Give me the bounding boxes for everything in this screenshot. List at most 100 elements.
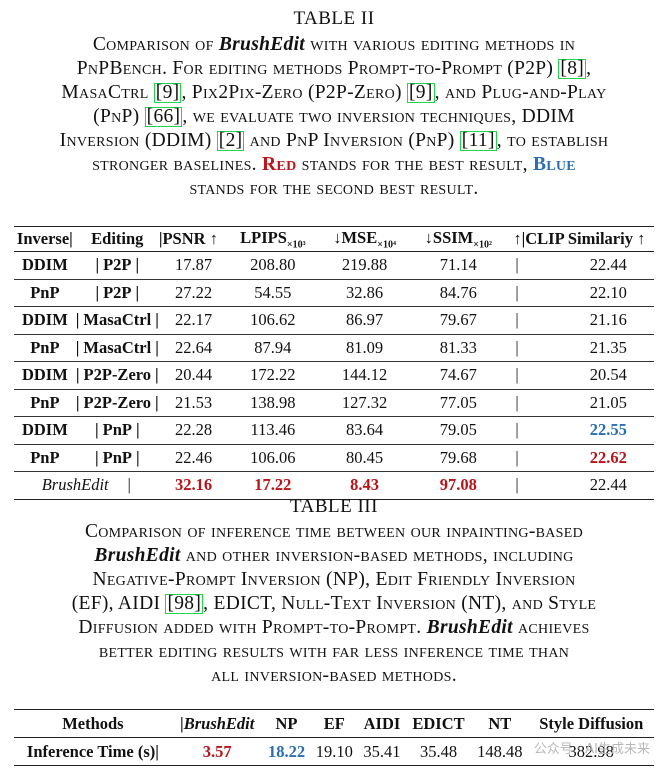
cell-lpips: 106.06 — [228, 444, 318, 472]
cell-separator: | — [135, 420, 140, 440]
table-body: DDIM | P2P | 17.87 208.80 219.88 71.14 | 22.44 PnP… — [14, 251, 654, 500]
cell-clip: | 21.16 — [504, 306, 654, 335]
caption-line: Inversion (DDIM) [2] and PnP Inversion (… — [0, 129, 668, 153]
caption-line: MasaCtrl [9], Pix2Pix-Zero (P2P-Zero) [9… — [0, 81, 668, 105]
cell-separator: | — [75, 392, 80, 412]
col-brushedit: |BrushEdit — [171, 709, 263, 738]
caption-text: achieves — [512, 617, 590, 638]
caption-text: , EDICT, Null-Text Inversion (NT), and S… — [203, 593, 597, 614]
caption-text: Comparison of — [92, 34, 219, 55]
caption-line: (EF), AIDI [98], EDICT, Null-Text Invers… — [0, 592, 668, 616]
cell-editing: | P2P | — [75, 279, 159, 307]
table-header-row: Inverse| Editing |PSNR ↑ LPIPS×10³ ↓MSE×… — [14, 226, 654, 252]
editing-method: PnP — [102, 420, 132, 440]
caption-line: Comparison of inference time between our… — [0, 520, 668, 544]
cell-clip: | 20.54 — [504, 361, 654, 390]
cell-separator: | — [155, 365, 159, 385]
cell-ssim: 79.68 — [411, 444, 505, 472]
citation-link[interactable]: [11] — [459, 130, 497, 151]
caption-text: (EF), AIDI — [71, 593, 166, 614]
cell-ssim: 97.08 — [411, 471, 505, 500]
cell-separator: | — [515, 475, 519, 495]
caption-brushedit: BrushEdit — [94, 545, 181, 566]
citation-number: 9 — [415, 82, 426, 103]
header-scale: ×10³ — [286, 239, 306, 251]
cell-separator: | — [515, 447, 519, 467]
col-edict: EDICT — [405, 709, 472, 738]
header-scale: ×10² — [473, 239, 492, 251]
cell-psnr: 22.28 — [158, 416, 229, 445]
caption-text: stands for the second best result. — [189, 178, 479, 199]
caption-text: , and Plug-and-Play — [434, 82, 607, 103]
caption-line: all inversion-based methods. — [0, 664, 668, 688]
cell-separator: | — [515, 365, 519, 385]
table-row: DDIM | P2P | 17.87 208.80 219.88 71.14 | 22.44 — [14, 251, 654, 280]
cell-separator: | — [75, 337, 80, 357]
cell-separator: | — [515, 337, 519, 357]
cell-nt: 148.48 — [471, 737, 529, 766]
caption-text: Inversion (DDIM) — [59, 130, 217, 151]
watermark: 公众号 · AI生成未来 — [533, 742, 650, 757]
caption-text: MasaCtrl — [61, 82, 154, 103]
citation-link[interactable]: [2] — [216, 130, 245, 151]
header-scale: ×10⁴ — [377, 239, 396, 251]
cell-ssim: 79.05 — [411, 416, 505, 445]
cell-separator: | — [75, 310, 80, 330]
editing-method: P2P-Zero — [83, 365, 152, 385]
cell-psnr: 22.46 — [158, 444, 229, 472]
cell-inverse: DDIM — [14, 416, 76, 445]
caption-text: , Pix2Pix-Zero (P2P-Zero) — [181, 82, 407, 103]
citation-link[interactable]: [8] — [558, 58, 587, 79]
header-text: ↓SSIM — [424, 227, 474, 247]
cell-editing: | P2P-Zero | — [75, 389, 159, 417]
editing-method: P2P-Zero — [83, 392, 152, 412]
header-text: LPIPS — [240, 227, 287, 247]
table-row: PnP | PnP | 22.46 106.06 80.45 79.68 | 22.62 — [14, 444, 654, 472]
cell-mse: 83.64 — [317, 416, 412, 445]
cell-inverse: DDIM — [14, 306, 76, 335]
citation-link[interactable]: [66] — [144, 106, 183, 127]
cell-lpips: 54.55 — [228, 279, 318, 307]
table-header-row: Methods |BrushEdit NP EF AIDI EDICT NT S… — [14, 709, 654, 738]
citation-number: 8 — [567, 58, 578, 79]
caption-text: all inversion-based methods. — [211, 665, 457, 686]
caption-text: Negative-Prompt Inversion (NP), Edit Fri… — [92, 569, 576, 590]
cell-inverse: DDIM — [14, 251, 76, 280]
cell-separator: | — [95, 282, 100, 302]
table-row: PnP | MasaCtrl | 22.64 87.94 81.09 81.33 | 21.35 — [14, 334, 654, 362]
comparison-table: Inverse| Editing |PSNR ↑ LPIPS×10³ ↓MSE×… — [14, 226, 654, 500]
cell-method: BrushEdit | — [14, 471, 159, 500]
cell-separator: | — [94, 420, 99, 440]
cell-clip: | 21.05 — [504, 389, 654, 417]
caption-text: Comparison of inference time between our… — [84, 521, 584, 542]
col-np: NP — [262, 709, 311, 738]
method-name: BrushEdit — [41, 475, 109, 495]
editing-method: MasaCtrl — [83, 310, 152, 330]
cell-clip: | 22.44 — [504, 471, 654, 500]
caption-text: Diffusion added with Prompt-to-Prompt. — [78, 617, 427, 638]
cell-editing: | P2P-Zero | — [75, 361, 159, 390]
citation-link[interactable]: [98] — [165, 593, 204, 614]
cell-aidi: 35.41 — [358, 737, 406, 766]
col-style-diffusion: Style Diffusion — [528, 709, 654, 738]
cell-lpips: 208.80 — [228, 251, 318, 280]
cell-psnr: 22.64 — [158, 334, 229, 362]
cell-lpips: 113.46 — [228, 416, 318, 445]
cell-inverse: PnP — [14, 444, 76, 472]
caption-line: Negative-Prompt Inversion (NP), Edit Fri… — [0, 568, 668, 592]
citation-link[interactable]: [9] — [153, 82, 182, 103]
col-aidi: AIDI — [358, 709, 406, 738]
col-lpips: LPIPS×10³ — [228, 226, 318, 252]
table-row: BrushEdit | 32.16 17.22 8.43 97.08 | 22.44 — [14, 471, 654, 500]
caption-text: , — [586, 58, 592, 79]
caption-text: stands for the best result, — [296, 154, 533, 175]
caption-text: (PnP) — [93, 106, 145, 127]
cell-separator: | — [515, 392, 519, 412]
cell-mse: 81.09 — [317, 334, 412, 362]
cell-clip: | 22.44 — [504, 251, 654, 280]
cell-ssim: 71.14 — [411, 251, 505, 280]
cell-ssim: 81.33 — [411, 334, 505, 362]
cell-psnr: 32.16 — [158, 471, 229, 500]
citation-link[interactable]: [9] — [406, 82, 435, 103]
cell-clip: | 22.55 — [504, 416, 654, 445]
